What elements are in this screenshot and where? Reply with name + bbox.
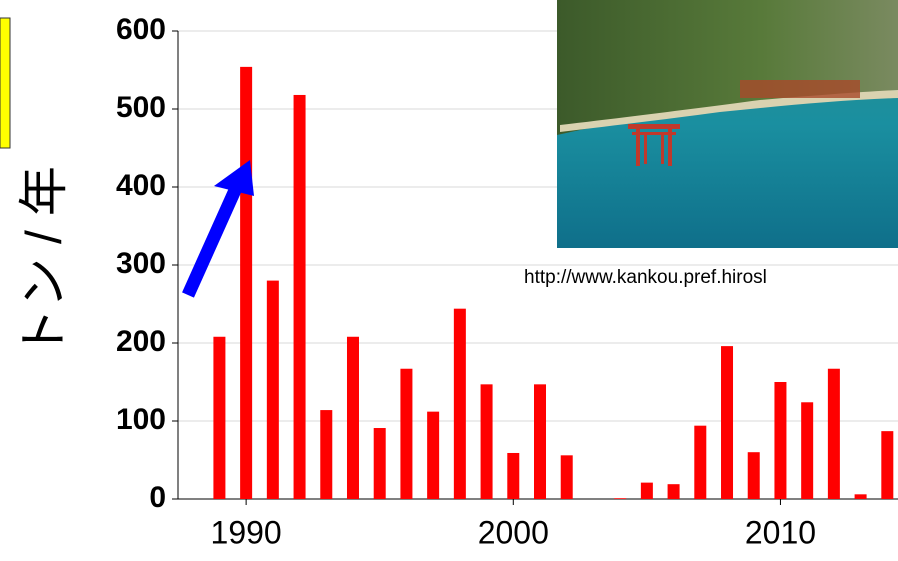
y-tick-label: 600 xyxy=(116,13,166,46)
bar xyxy=(774,382,787,499)
bar xyxy=(747,452,760,499)
bar xyxy=(320,410,333,499)
bar xyxy=(293,94,306,500)
bar xyxy=(801,402,814,499)
y-tick-label: 500 xyxy=(116,91,166,124)
bar xyxy=(881,431,894,499)
bar xyxy=(400,368,413,499)
yellow-strip xyxy=(0,17,11,149)
annotation: http://www.kankou.pref.hirosl xyxy=(524,267,767,288)
bar xyxy=(507,452,520,499)
x-tick-label: 2000 xyxy=(478,514,549,550)
bar xyxy=(721,346,734,499)
bar xyxy=(346,336,359,499)
y-tick-label: 200 xyxy=(116,325,166,358)
bar xyxy=(560,455,573,499)
y-tick-label: 0 xyxy=(149,481,166,514)
y-tick-label: 300 xyxy=(116,247,166,280)
bar xyxy=(480,384,493,499)
plot-area: 0 100 200 300 400 500 600 1990 2000 2010 xyxy=(116,13,898,550)
bar xyxy=(614,498,627,499)
y-tick-label: 100 xyxy=(116,403,166,436)
y-tick-label: 400 xyxy=(116,169,166,202)
y-axis-label: トン / 年 xyxy=(16,166,72,358)
bar xyxy=(640,482,653,499)
bar xyxy=(827,368,840,499)
bar xyxy=(373,428,386,499)
bar xyxy=(854,494,867,499)
bar xyxy=(667,484,680,499)
x-tick-label: 2010 xyxy=(745,514,816,550)
bar xyxy=(213,336,226,499)
photo xyxy=(557,0,898,248)
bar xyxy=(534,384,547,499)
bar xyxy=(453,308,466,499)
arrow xyxy=(182,160,254,298)
bar xyxy=(427,411,440,499)
bar xyxy=(694,425,707,499)
bar xyxy=(266,280,279,499)
bar xyxy=(240,66,253,499)
x-tick-label: 1990 xyxy=(211,514,282,550)
